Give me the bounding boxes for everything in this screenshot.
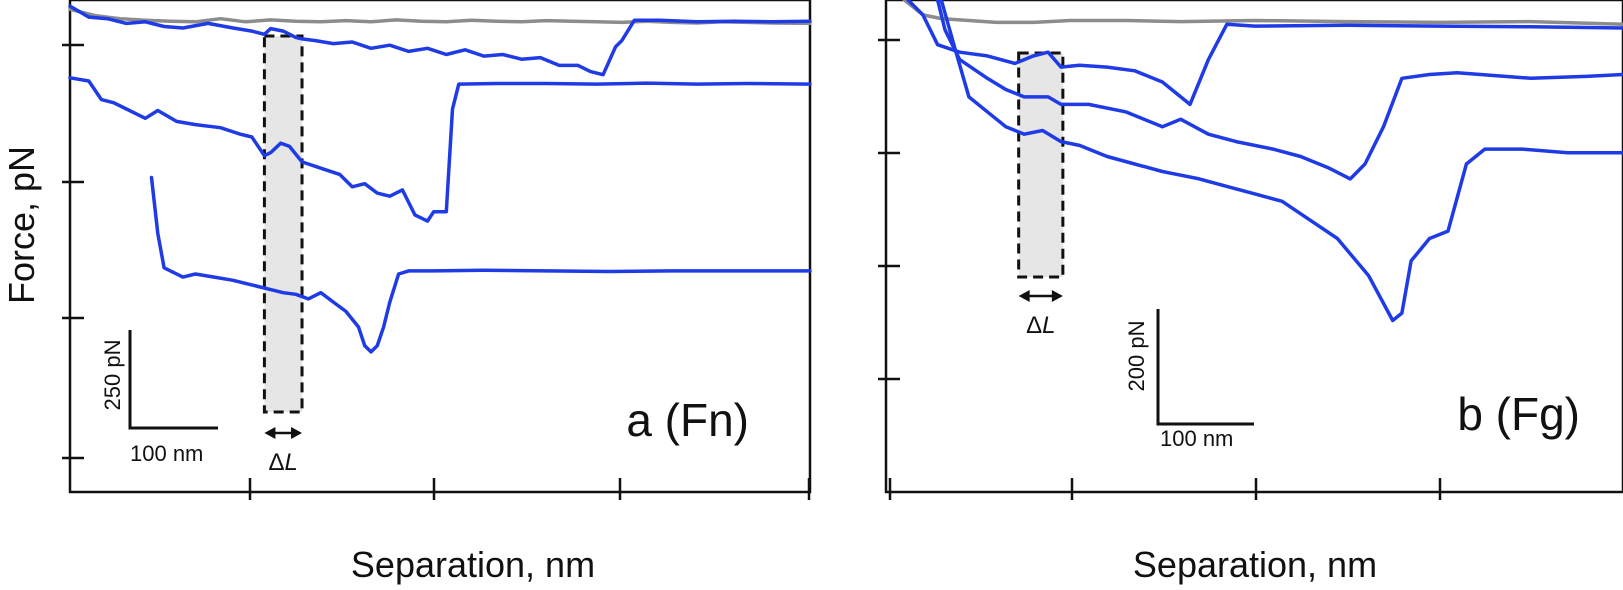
arrow-head-left	[264, 427, 276, 439]
unfolding-trace-3	[939, 0, 1623, 323]
scale-bar-y-label: 250 pN	[100, 340, 125, 411]
arrow-head-right	[1051, 290, 1063, 302]
plot-area-frame	[68, 0, 812, 494]
annotations: ΔL 100 nm 250 pN	[100, 330, 303, 476]
x-ticks	[248, 478, 811, 500]
scale-bar-x-label: 100 nm	[1160, 426, 1233, 451]
unfolding-trace-2	[935, 0, 1623, 181]
scale-bar-x-label: 100 nm	[130, 441, 203, 466]
baseline-trace	[902, 0, 1623, 26]
scale-bar-y-label: 200 pN	[1124, 321, 1149, 392]
unfolding-trace-3	[149, 175, 812, 354]
panel-label: b (Fg)	[1457, 388, 1580, 440]
plot-area-frame	[884, 0, 1623, 494]
y-ticks	[62, 43, 84, 460]
delta-l-label: ΔL	[269, 449, 298, 476]
scale-bar	[1156, 309, 1254, 426]
scale-bar	[128, 330, 218, 430]
unfolding-trace-1	[906, 0, 1623, 107]
unfolding-trace-2	[68, 76, 812, 223]
unfolding-trace-1	[68, 4, 812, 77]
panel-a-chart: ΔL 100 nm 250 pN Separation, nm a (Fn)	[62, 0, 812, 585]
x-ticks	[888, 478, 1442, 500]
delta-l-label: ΔL	[1026, 312, 1055, 339]
y-axis-label: Force, pN	[1, 146, 42, 304]
arrow-head-right	[291, 427, 303, 439]
panel-label: a (Fn)	[626, 394, 749, 446]
delta-l-highlight	[1017, 51, 1065, 279]
series-group	[68, 4, 812, 354]
arrow-head-left	[1018, 290, 1030, 302]
series-group	[902, 0, 1623, 323]
x-axis-label: Separation, nm	[1133, 544, 1377, 585]
x-axis-label: Separation, nm	[351, 544, 595, 585]
y-ticks	[878, 38, 900, 381]
delta-l-highlight	[262, 34, 304, 414]
delta-l-box	[262, 34, 304, 414]
panel-b-chart: ΔL 100 nm 200 pN Separation, nm b (Fg)	[878, 0, 1623, 585]
annotations: ΔL 100 nm 200 pN	[1018, 290, 1254, 451]
delta-l-box	[1017, 51, 1065, 279]
